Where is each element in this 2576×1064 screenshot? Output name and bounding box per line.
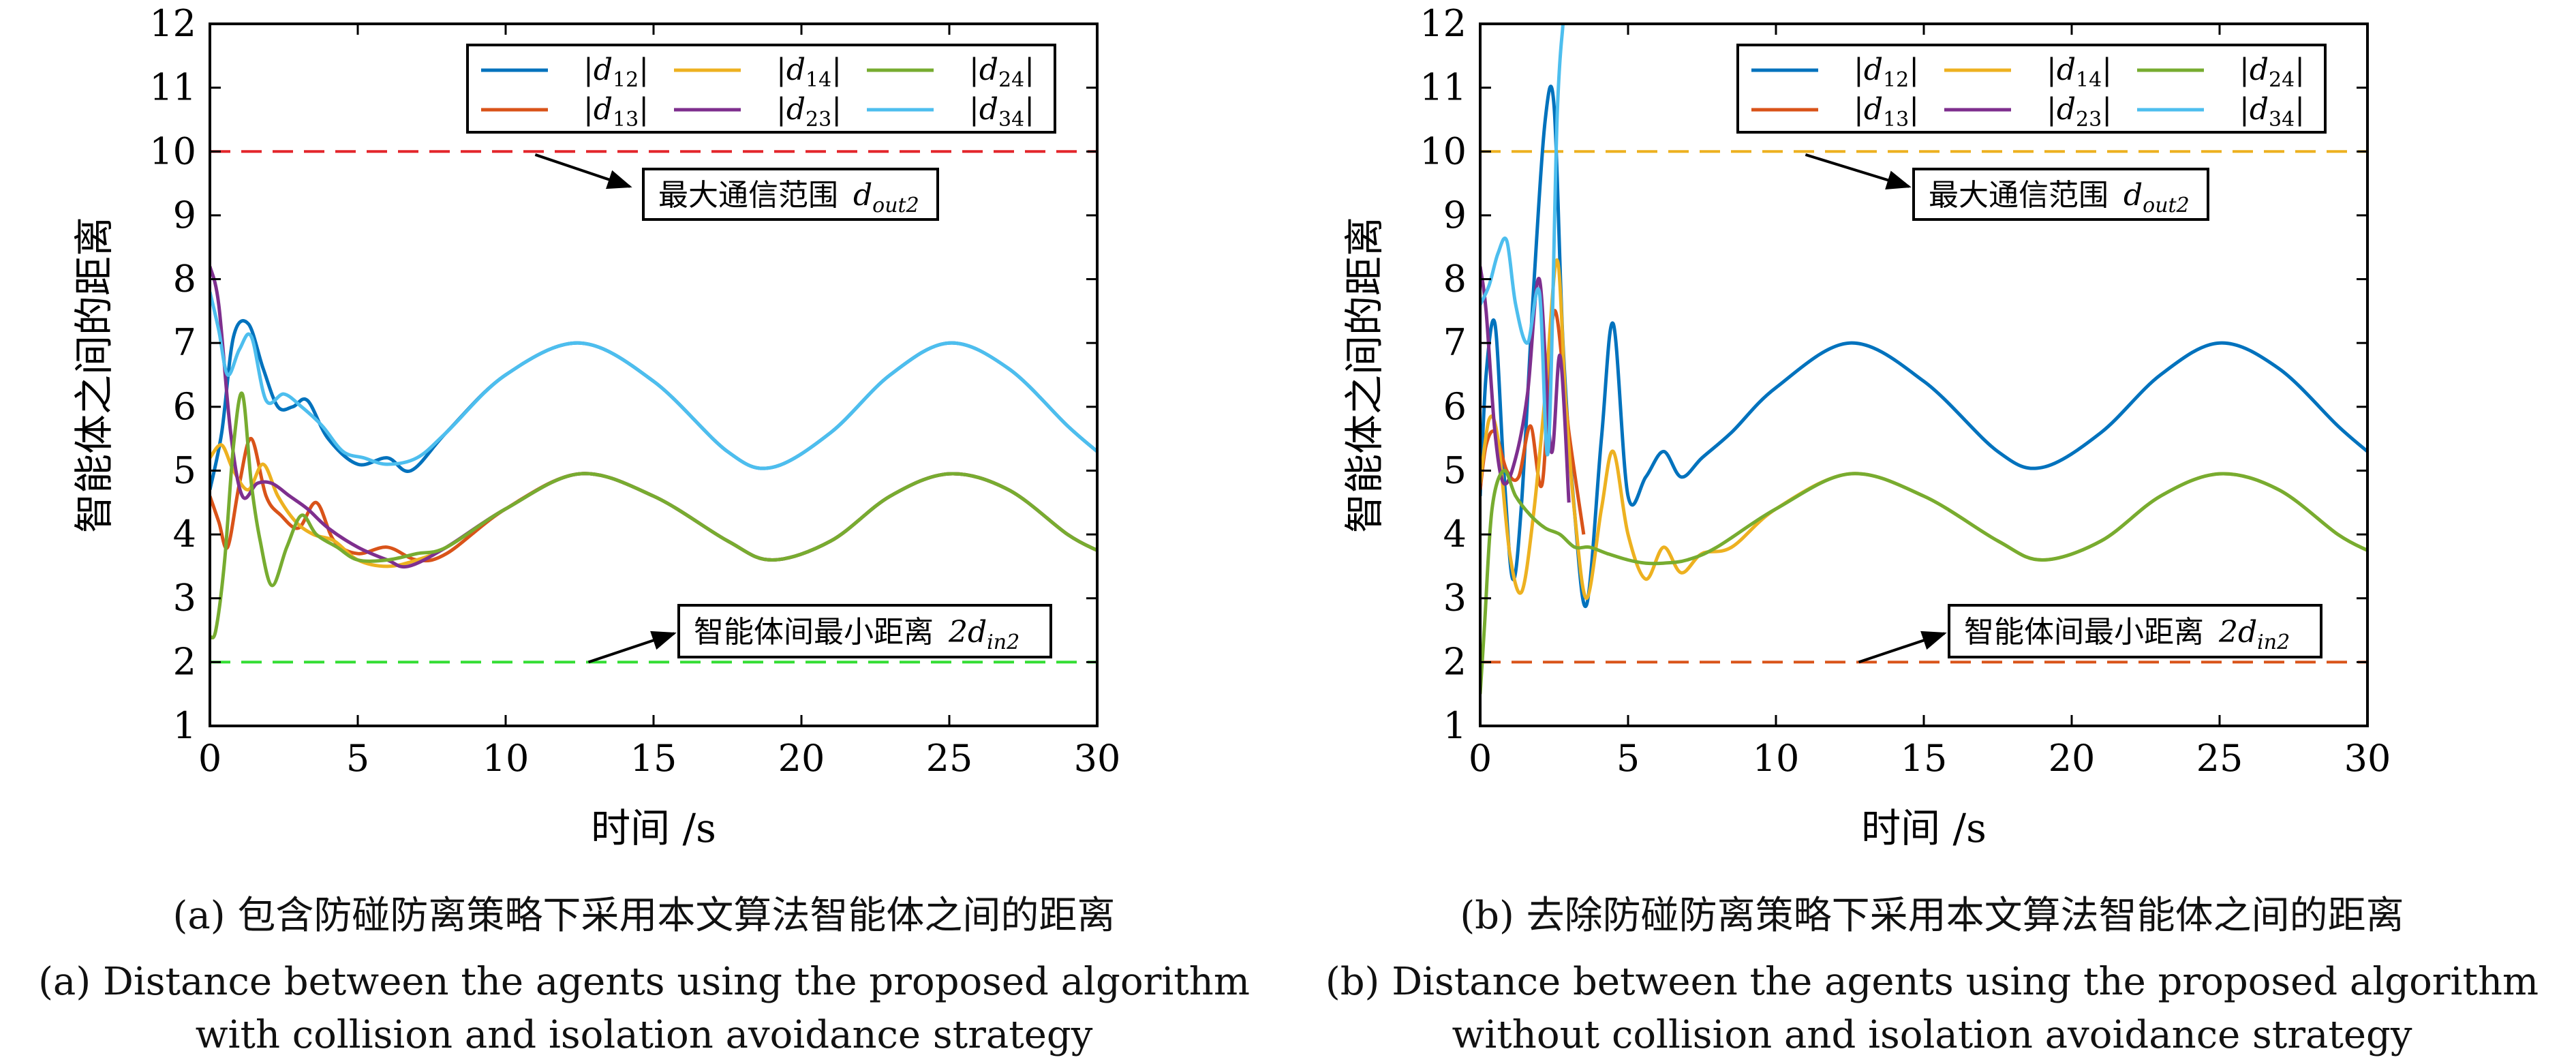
legend-label-d12: |d12| xyxy=(1854,52,1919,92)
y-tick-label: 3 xyxy=(173,577,196,620)
y-tick-label: 6 xyxy=(173,385,196,428)
legend-label-d14: |d14| xyxy=(776,52,842,92)
series-line-d23 xyxy=(210,266,1097,569)
x-tick-label: 15 xyxy=(630,737,677,780)
caption-a-en-line2: with collision and isolation avoidance s… xyxy=(195,1013,1093,1057)
legend-label-d23: |d23| xyxy=(776,92,842,132)
series-line-d34 xyxy=(210,291,1097,470)
x-axis-label: 时间 /s xyxy=(591,805,716,851)
y-tick-label: 2 xyxy=(1443,640,1467,683)
series-group xyxy=(210,266,1097,640)
x-axis-label: 时间 /s xyxy=(1861,805,1987,851)
x-tick-label: 20 xyxy=(2049,737,2096,780)
x-tick-label: 15 xyxy=(1901,737,1948,780)
annotation-arrow-0 xyxy=(1805,153,1912,189)
y-tick-label: 11 xyxy=(149,66,196,109)
x-tick-label: 30 xyxy=(1074,737,1121,780)
x-tick-label: 0 xyxy=(1469,737,1492,780)
annotation-box-0 xyxy=(642,168,939,221)
y-tick-label: 4 xyxy=(1443,513,1467,556)
annotation-arrow-1 xyxy=(1858,630,1947,664)
y-axis-label: 智能体之间的距离 xyxy=(1341,217,1387,533)
series-line-d12 xyxy=(1480,85,2367,609)
x-tick-label: 20 xyxy=(778,737,825,780)
legend-label-d34: |d34| xyxy=(969,92,1034,132)
x-tick-label: 5 xyxy=(1616,737,1640,780)
y-tick-label: 12 xyxy=(149,2,196,45)
series-line-d14 xyxy=(1480,258,2367,601)
x-tick-label: 10 xyxy=(1753,737,1800,780)
y-tick-label: 3 xyxy=(1443,577,1467,620)
y-tick-label: 7 xyxy=(173,321,196,364)
legend-label-d24: |d24| xyxy=(969,52,1034,92)
x-tick-label: 10 xyxy=(482,737,530,780)
series-line-d23 xyxy=(1480,266,1571,503)
legend-label-d13: |d13| xyxy=(1854,92,1919,132)
series-group xyxy=(1480,24,2367,695)
legend-box xyxy=(466,44,1056,134)
x-tick-label: 5 xyxy=(346,737,369,780)
series-line-d24 xyxy=(1480,469,2367,695)
y-tick-label: 4 xyxy=(173,513,196,556)
annotation-text-0: 最大通信范围 dout2 xyxy=(1929,178,2190,217)
x-tick-label: 30 xyxy=(2344,737,2391,780)
annotation-arrow-1 xyxy=(587,630,677,664)
y-tick-label: 1 xyxy=(1443,704,1467,747)
y-tick-label: 8 xyxy=(173,258,196,301)
y-tick-label: 6 xyxy=(1443,385,1467,428)
caption-b-zh: (b) 去除防碰防离策略下采用本文算法智能体之间的距离 xyxy=(1460,894,2404,938)
series-line-d24 xyxy=(210,391,1097,640)
annotation-text-0: 最大通信范围 dout2 xyxy=(658,178,919,217)
y-tick-label: 5 xyxy=(173,449,196,491)
y-tick-label: 2 xyxy=(173,640,196,683)
series-line-d34 xyxy=(1480,24,1565,457)
y-tick-label: 11 xyxy=(1420,66,1467,109)
caption-b-en-line2: without collision and isolation avoidanc… xyxy=(1452,1013,2412,1057)
annotation-box-1 xyxy=(1948,604,2322,658)
annotation-box-0 xyxy=(1912,168,2209,221)
y-tick-label: 1 xyxy=(173,704,196,747)
caption-b-en-line1: (b) Distance between the agents using th… xyxy=(1325,960,2539,1004)
y-axis-label: 智能体之间的距离 xyxy=(71,217,117,533)
y-tick-label: 8 xyxy=(1443,258,1467,301)
legend-label-d24: |d24| xyxy=(2239,52,2305,92)
y-tick-label: 9 xyxy=(173,194,196,237)
y-tick-label: 5 xyxy=(1443,449,1467,491)
legend-box xyxy=(1736,44,2327,134)
caption-a-en-line1: (a) Distance between the agents using th… xyxy=(38,960,1250,1004)
x-tick-label: 25 xyxy=(926,737,973,780)
legend-label-d12: |d12| xyxy=(583,52,649,92)
series-line-d14 xyxy=(210,443,1097,568)
caption-a-zh: (a) 包含防碰防离策略下采用本文算法智能体之间的距离 xyxy=(172,894,1116,938)
annotation-text-1: 智能体间最小距离 2din2 xyxy=(694,615,1019,654)
y-tick-label: 12 xyxy=(1420,2,1467,45)
legend-label-d13: |d13| xyxy=(583,92,649,132)
annotation-arrow-0 xyxy=(534,153,632,189)
annotation-text-1: 智能体间最小距离 2din2 xyxy=(1964,615,2290,654)
y-tick-label: 10 xyxy=(1420,130,1467,172)
y-tick-label: 9 xyxy=(1443,194,1467,237)
y-tick-label: 10 xyxy=(149,130,196,172)
y-tick-label: 7 xyxy=(1443,321,1467,364)
legend-label-d14: |d14| xyxy=(2046,52,2112,92)
x-tick-label: 25 xyxy=(2196,737,2243,780)
legend-label-d23: |d23| xyxy=(2046,92,2112,132)
x-tick-label: 0 xyxy=(198,737,221,780)
annotation-box-1 xyxy=(677,604,1052,658)
legend-label-d34: |d34| xyxy=(2239,92,2305,132)
